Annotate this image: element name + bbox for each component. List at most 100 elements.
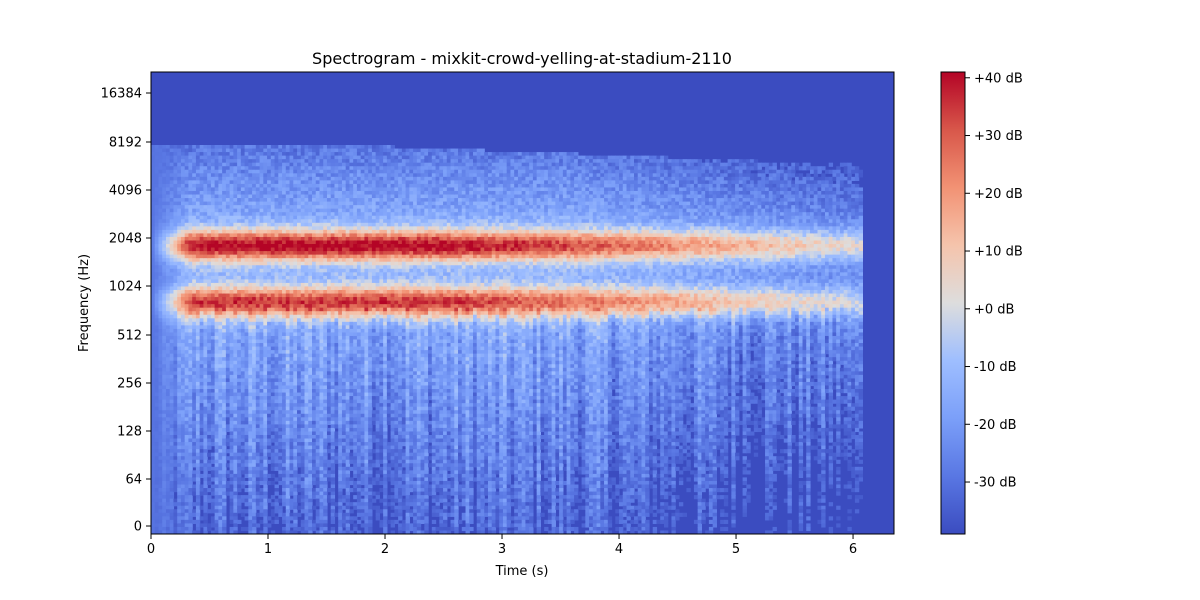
heatmap-cell — [293, 219, 298, 224]
heatmap-cell — [218, 258, 223, 263]
heatmap-cell — [252, 389, 257, 394]
heatmap-cell — [237, 275, 242, 280]
heatmap-cell — [285, 222, 291, 227]
heatmap-cell — [207, 222, 212, 227]
heatmap-cell — [214, 488, 219, 493]
heatmap-cell — [285, 155, 291, 160]
heatmap-cell — [248, 438, 253, 443]
heatmap-cell — [240, 300, 246, 305]
heatmap-cell — [151, 381, 156, 387]
heatmap-cell — [237, 463, 242, 468]
heatmap-cell — [267, 155, 272, 160]
heatmap-cell — [165, 367, 171, 372]
heatmap-cell — [165, 162, 171, 167]
heatmap-cell — [218, 523, 223, 528]
heatmap-cell — [218, 155, 223, 160]
heatmap-cell — [267, 304, 272, 309]
heatmap-cell — [218, 480, 223, 486]
heatmap-cell — [285, 396, 291, 401]
heatmap-cell — [289, 328, 294, 334]
heatmap-cell — [199, 445, 205, 450]
heatmap-cell — [210, 442, 216, 447]
heatmap-cell — [180, 350, 186, 355]
heatmap-cell — [263, 173, 268, 178]
heatmap-cell — [289, 219, 294, 224]
heatmap-cell — [255, 456, 261, 461]
heatmap-cell — [255, 353, 261, 358]
heatmap-cell — [199, 226, 205, 231]
heatmap-cell — [248, 343, 253, 348]
heatmap-cell — [237, 279, 242, 284]
heatmap-cell — [173, 519, 178, 524]
heatmap-cell — [151, 318, 156, 323]
heatmap-cell — [207, 173, 212, 178]
heatmap-cell — [151, 205, 156, 210]
heatmap-cell — [270, 318, 276, 323]
heatmap-cell — [184, 212, 190, 217]
heatmap-cell — [169, 155, 175, 160]
heatmap-cell — [151, 374, 156, 379]
heatmap-cell — [195, 332, 201, 337]
heatmap-cell — [229, 385, 234, 390]
heatmap-cell — [282, 519, 287, 524]
heatmap-cell — [315, 198, 321, 203]
heatmap-cell — [297, 480, 302, 486]
heatmap-cell — [207, 275, 212, 280]
heatmap-cell — [308, 307, 313, 312]
heatmap-cell — [259, 148, 264, 153]
heatmap-cell — [210, 176, 216, 181]
heatmap-cell — [323, 205, 328, 210]
heatmap-cell — [237, 311, 242, 316]
heatmap-cell — [195, 438, 201, 443]
heatmap-cell — [293, 456, 298, 461]
heatmap-cell — [169, 152, 175, 157]
heatmap-cell — [192, 431, 197, 436]
heatmap-cell — [289, 403, 294, 408]
heatmap-cell — [252, 268, 257, 273]
heatmap-cell — [210, 335, 216, 341]
heatmap-cell — [308, 236, 313, 242]
heatmap-cell — [195, 275, 201, 280]
heatmap-cell — [225, 279, 231, 284]
heatmap-cell — [270, 152, 276, 157]
heatmap-cell — [263, 509, 268, 514]
heatmap-cell — [173, 456, 178, 461]
heatmap-cell — [151, 456, 156, 461]
heatmap-cell — [293, 477, 298, 482]
heatmap-cell — [233, 155, 238, 160]
heatmap-cell — [240, 222, 246, 227]
heatmap-cell — [229, 159, 234, 164]
heatmap-cell — [154, 488, 160, 493]
heatmap-cell — [222, 240, 227, 245]
heatmap-cell — [180, 183, 186, 189]
heatmap-cell — [300, 399, 306, 404]
heatmap-cell — [184, 495, 190, 500]
heatmap-cell — [169, 509, 175, 514]
heatmap-cell — [323, 459, 328, 464]
heatmap-cell — [177, 498, 182, 503]
heatmap-cell — [312, 480, 317, 486]
heatmap-cell — [255, 205, 261, 210]
heatmap-cell — [195, 190, 201, 196]
heatmap-cell — [237, 318, 242, 323]
heatmap-cell — [154, 473, 160, 479]
heatmap-cell — [188, 459, 193, 464]
heatmap-cell — [323, 328, 328, 334]
heatmap-cell — [289, 300, 294, 305]
heatmap-cell — [207, 145, 212, 150]
heatmap-cell — [248, 526, 253, 532]
heatmap-cell — [263, 265, 268, 270]
heatmap-cell — [162, 201, 167, 206]
heatmap-cell — [207, 321, 212, 326]
heatmap-cell — [308, 403, 313, 408]
heatmap-cell — [225, 367, 231, 372]
heatmap-cell — [188, 477, 193, 482]
heatmap-cell — [158, 187, 163, 192]
heatmap-cell — [162, 353, 167, 358]
heatmap-cell — [158, 488, 163, 493]
heatmap-cell — [285, 463, 291, 468]
heatmap-cell — [192, 424, 197, 429]
heatmap-cell — [267, 406, 272, 411]
heatmap-cell — [184, 417, 190, 422]
heatmap-cell — [203, 353, 208, 358]
